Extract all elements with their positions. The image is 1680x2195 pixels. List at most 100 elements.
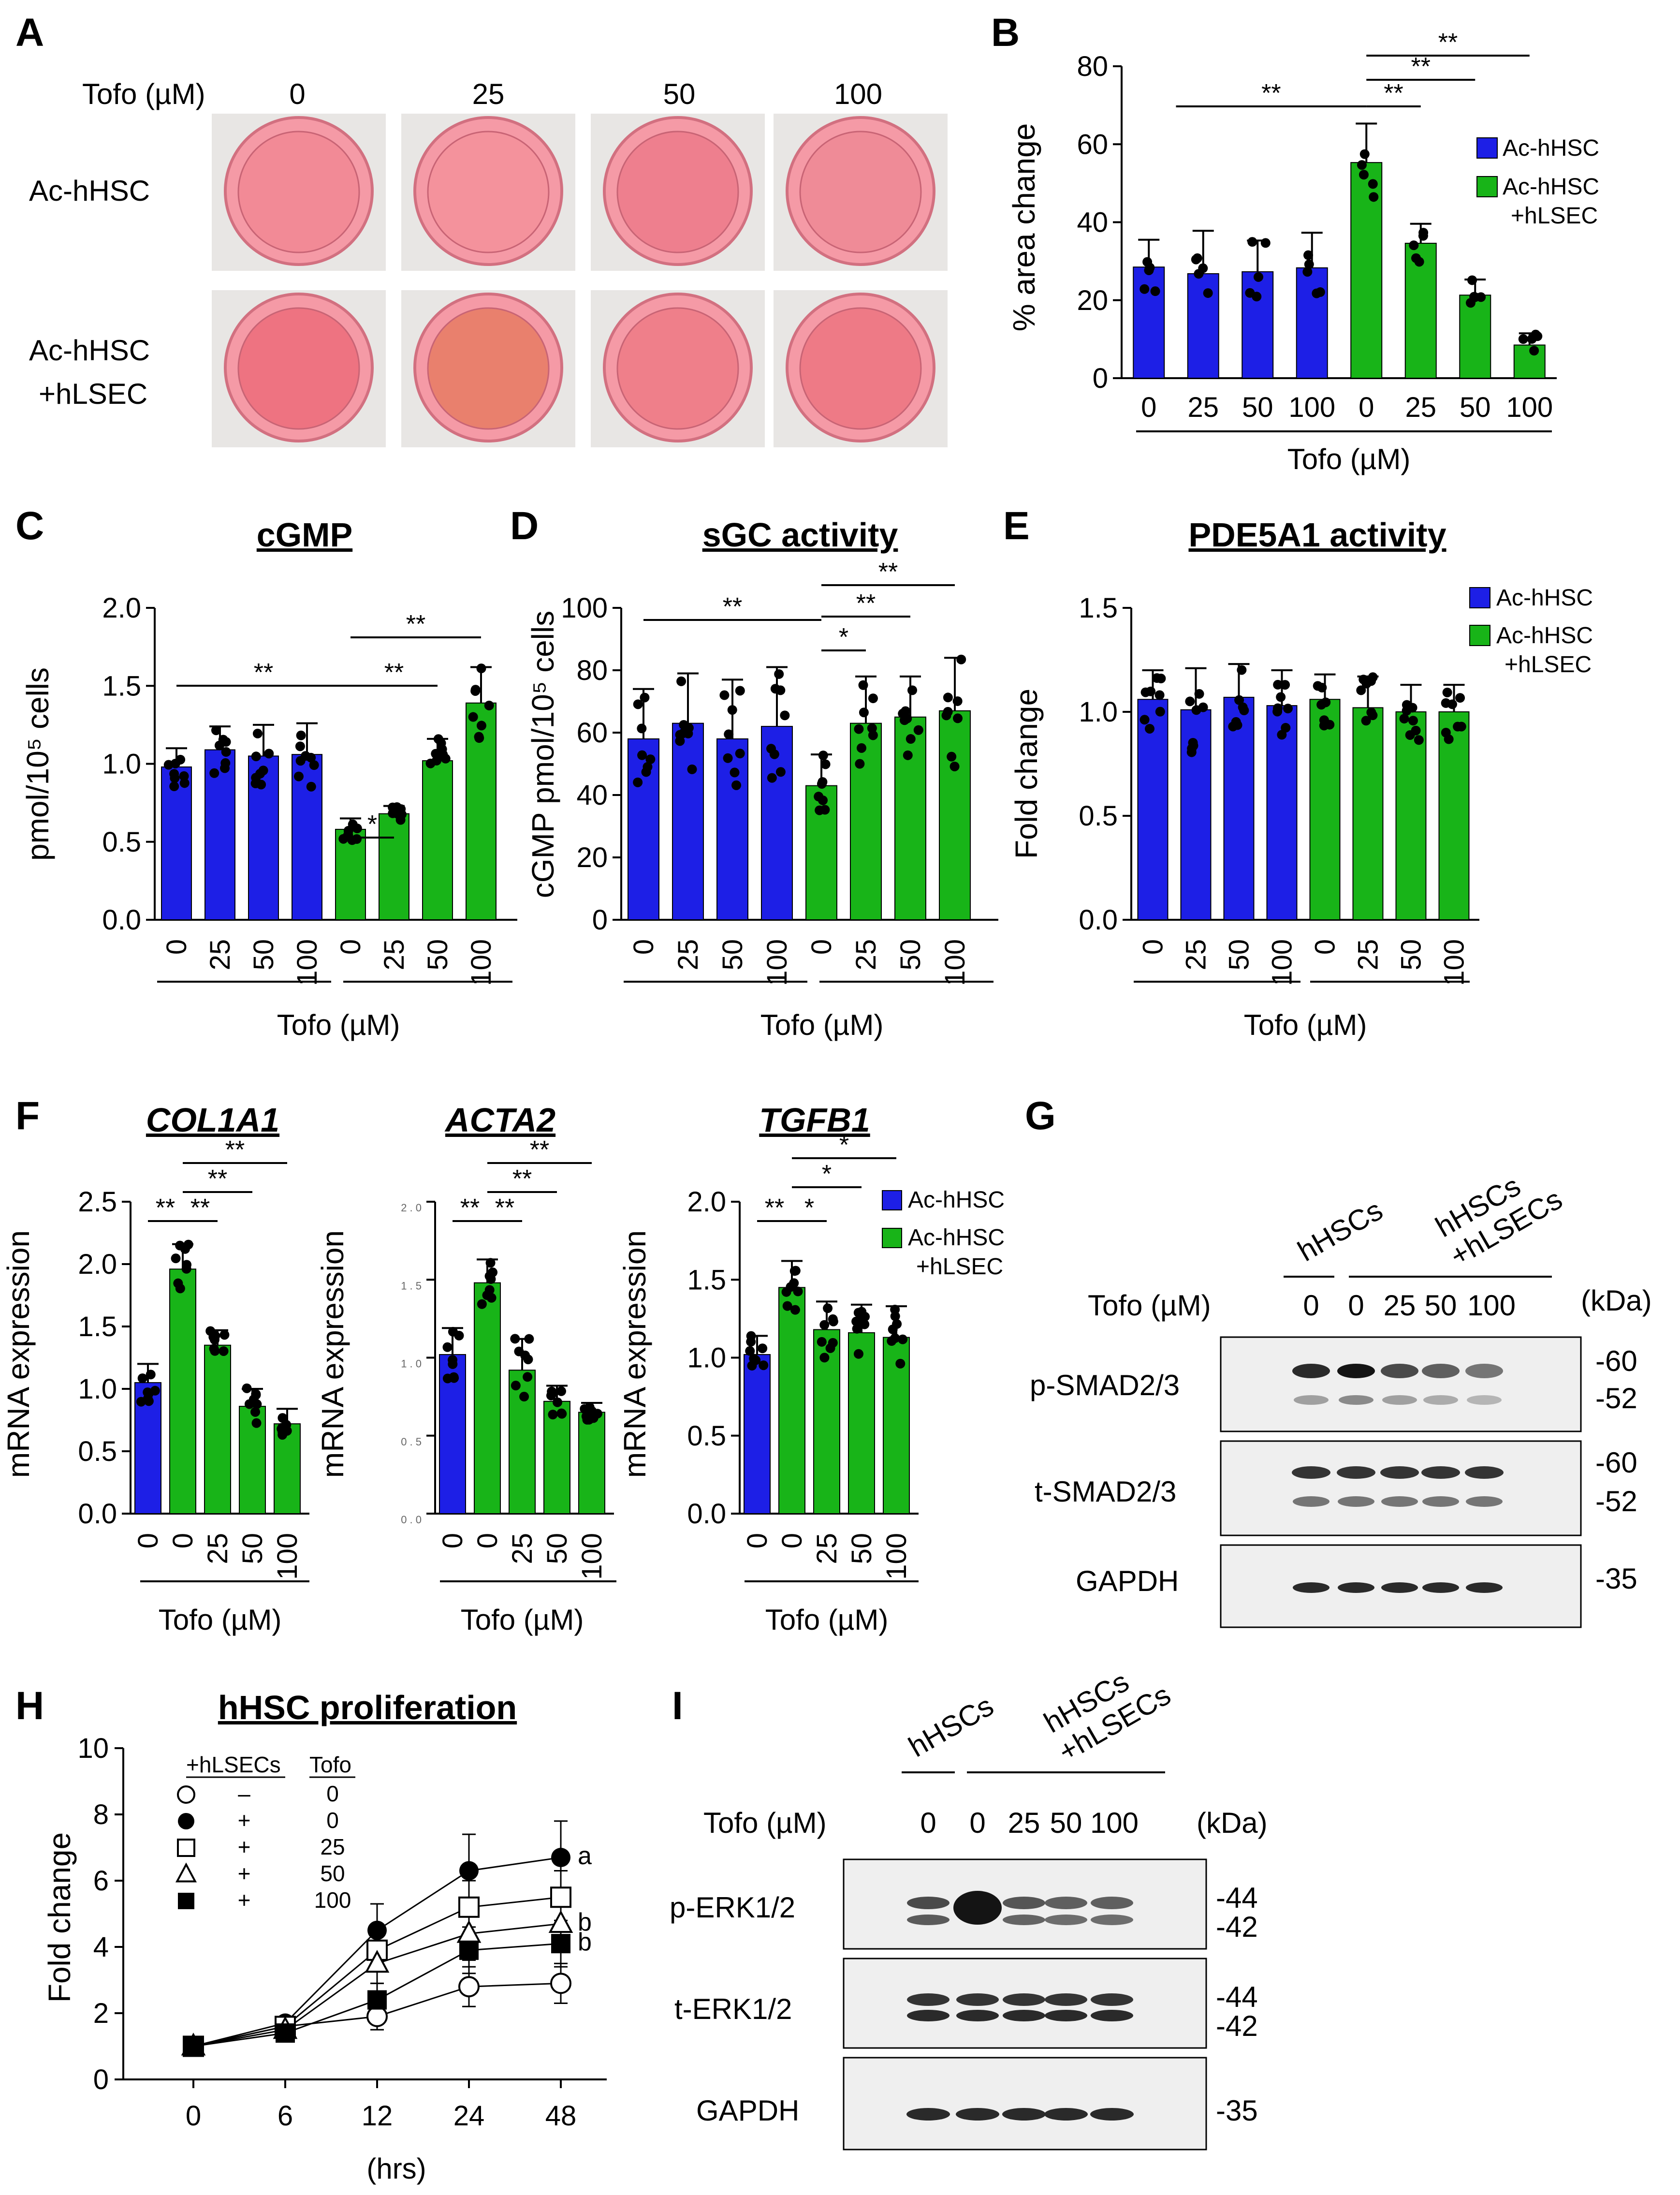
data-point xyxy=(242,1383,252,1393)
data-point xyxy=(1146,686,1156,696)
open-circle-marker xyxy=(550,1973,571,1994)
data-point xyxy=(476,721,486,731)
legend-b: Ac-hHSC Ac-hHSC +hLSEC xyxy=(1476,135,1599,229)
legend-swatch-blue xyxy=(882,1190,902,1210)
x-tick-label: 100 xyxy=(1506,392,1553,423)
panel-i-bands xyxy=(906,1891,1134,2121)
data-point xyxy=(548,1410,558,1420)
p-smad-band-52 xyxy=(1294,1395,1329,1405)
data-point xyxy=(818,751,828,761)
x-tick-label: 25 xyxy=(811,1533,843,1564)
t-smad-band-60 xyxy=(1292,1466,1330,1479)
t-smad-band-52 xyxy=(1293,1496,1329,1507)
significance-label: * xyxy=(367,810,377,839)
x-tick-label: 100 xyxy=(881,1533,912,1580)
data-point xyxy=(745,1346,755,1356)
x-tick-label: 50 xyxy=(1460,392,1491,423)
open-triangle-marker xyxy=(548,1910,573,1933)
data-point xyxy=(1529,346,1539,356)
y-tick-label: 2.0 xyxy=(102,592,141,624)
data-point xyxy=(825,1343,835,1353)
well-interior xyxy=(427,131,550,253)
significance-label: ** xyxy=(878,558,898,586)
x-axis-label: (hrs) xyxy=(366,2152,426,2185)
panel-a-conc-50: 50 xyxy=(663,78,696,110)
panel-i-lane-label: 50 xyxy=(1050,1807,1082,1839)
x-tick-label: 25 xyxy=(1353,939,1384,971)
panel-g-lane-label: 0 xyxy=(1348,1289,1364,1322)
data-point xyxy=(221,737,231,747)
y-tick-label: 0 xyxy=(1093,363,1108,394)
y-axis-label: cGMP pmol/10⁵ cells xyxy=(526,611,560,898)
panel-f-col1a1-chart: 0.0 0.5 1.0 1.5 2.0 2.5 COL1A1 mRNA expression 0… xyxy=(1,1101,309,1636)
panel-g-blot-name: t-SMAD2/3 xyxy=(1035,1475,1176,1508)
data-point xyxy=(1361,678,1372,689)
legend-green-label-2: +hLSEC xyxy=(1505,652,1592,678)
p-smad-band-52 xyxy=(1382,1395,1417,1405)
bar xyxy=(1266,705,1298,920)
panel-g-kda-label: (kDa) xyxy=(1581,1284,1652,1317)
x-tick-label: 50 xyxy=(1396,939,1427,971)
p-erk-band-42 xyxy=(1091,1915,1133,1925)
panel-g-marker: -60 xyxy=(1595,1345,1637,1377)
open-triangle-marker xyxy=(456,1920,482,1943)
x-tick-label: 0 xyxy=(132,1533,164,1548)
x-tick-label: 0 xyxy=(186,2100,201,2132)
t-erk-band-42 xyxy=(956,2010,999,2021)
data-point xyxy=(947,751,957,762)
data-point xyxy=(1453,722,1463,732)
panel-a-row2-label-line2: +hLSEC xyxy=(39,378,147,410)
data-point xyxy=(510,1334,520,1344)
data-point xyxy=(1276,692,1286,702)
bar xyxy=(1459,295,1491,379)
data-point xyxy=(296,730,306,740)
data-point xyxy=(1369,192,1379,202)
legend-tofo-value: 50 xyxy=(320,1861,345,1886)
panel-i-marker: -35 xyxy=(1216,2094,1258,2127)
data-point xyxy=(941,710,951,721)
panel-i-marker: -44 xyxy=(1216,1882,1258,1914)
bar xyxy=(509,1370,536,1515)
data-point xyxy=(1272,707,1283,717)
y-axis-label: % area change xyxy=(1007,123,1041,332)
blot-membrane-gapdh xyxy=(843,2057,1207,2151)
bar xyxy=(169,1268,196,1515)
chart-title: TGFB1 xyxy=(759,1101,870,1139)
significance-label: ** xyxy=(723,593,742,621)
x-tick-label: 25 xyxy=(379,939,410,971)
x-tick-label: 100 xyxy=(1439,939,1470,986)
data-point xyxy=(903,750,913,760)
data-point xyxy=(819,1320,830,1330)
legend-swatch-green xyxy=(1469,625,1490,646)
blot-membrane-p-smad xyxy=(1220,1336,1582,1432)
data-point xyxy=(900,706,910,716)
y-tick-label: 0 xyxy=(93,2064,109,2095)
panel-i-kda-label: (kDa) xyxy=(1197,1807,1268,1839)
y-tick-label: 20 xyxy=(1077,285,1108,316)
bar xyxy=(716,738,748,921)
data-point xyxy=(758,1343,768,1354)
data-point xyxy=(293,771,304,781)
data-point xyxy=(179,778,190,788)
data-point xyxy=(853,1349,863,1359)
y-axis-label: Fold change xyxy=(1009,689,1044,859)
bar xyxy=(292,754,322,921)
data-point xyxy=(868,730,878,740)
data-point xyxy=(1321,697,1331,707)
data-point xyxy=(1192,253,1202,263)
data-point xyxy=(856,743,866,753)
data-point xyxy=(906,734,916,744)
y-axis-label: Fold change xyxy=(42,1832,77,2003)
y-tick-label: 1.0 xyxy=(687,1342,726,1374)
significance-label: ** xyxy=(406,610,425,638)
significance-label: ** xyxy=(156,1194,175,1222)
data-point xyxy=(173,1278,183,1288)
series-end-label: b xyxy=(578,1908,592,1936)
legend-hlsec-value: – xyxy=(238,1781,250,1806)
x-tick-label: 0 xyxy=(472,1533,503,1548)
data-point xyxy=(524,1334,534,1344)
data-point xyxy=(1304,259,1314,269)
x-tick-label: 100 xyxy=(1267,939,1298,986)
